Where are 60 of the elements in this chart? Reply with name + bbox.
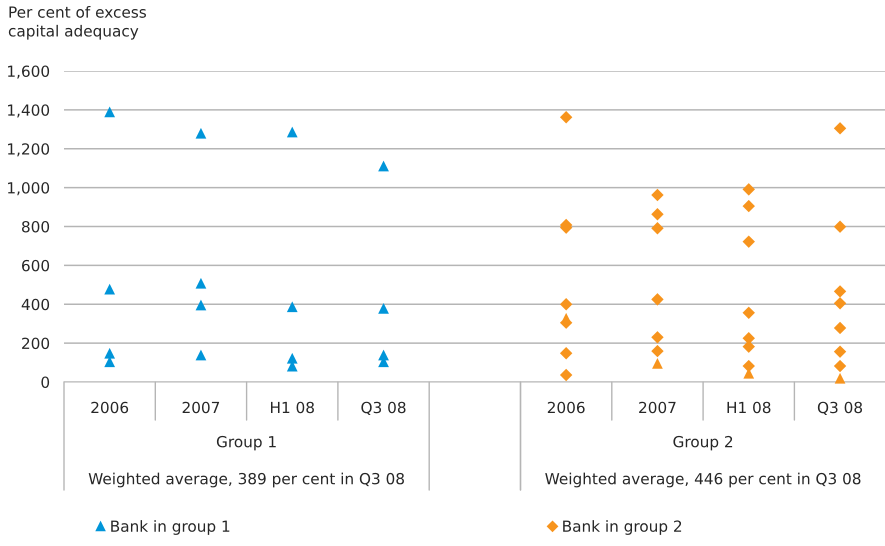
- point: [651, 222, 664, 234]
- x-tick-label: Q3 08: [818, 402, 862, 416]
- point: [651, 344, 664, 358]
- point: [651, 331, 664, 344]
- x-tick-label: 2007: [182, 402, 220, 414]
- point: [651, 208, 664, 220]
- point: [834, 122, 846, 135]
- point: [560, 312, 572, 324]
- y-tick-label: 400: [22, 298, 50, 310]
- y-tick-label: 1,600: [8, 65, 50, 79]
- text: Weighted average, 389 per cent in Q3 08: [88, 472, 404, 488]
- x-tick-label: 2006: [548, 402, 585, 414]
- point: [652, 358, 663, 369]
- point: [742, 306, 755, 320]
- point: [651, 293, 664, 306]
- point: [286, 301, 298, 312]
- point: [742, 183, 755, 196]
- y-axis-title: Per cent of excess capital adequacy: [8, 6, 146, 40]
- point: [104, 106, 116, 118]
- y-tick-label: 600: [22, 260, 50, 272]
- y-tick-label: 1,000: [8, 182, 50, 196]
- point: [104, 284, 116, 294]
- point: [378, 160, 389, 172]
- point: [104, 348, 116, 359]
- y-tick-label: 1,200: [8, 143, 50, 156]
- point: [834, 285, 846, 298]
- point: [834, 360, 846, 372]
- point: [742, 200, 755, 212]
- legend-label: Bank in group 2: [563, 520, 682, 535]
- text: Group 2: [673, 436, 732, 450]
- x-tick-label: H1 08: [270, 402, 314, 414]
- point: [378, 302, 389, 314]
- x-tick-label: 2006: [91, 402, 128, 414]
- point: [286, 126, 298, 138]
- text: Group 1: [216, 436, 276, 450]
- x-tick-label: 2007: [639, 402, 676, 414]
- y-tick-label: 1,400: [8, 104, 50, 118]
- point: [560, 368, 572, 382]
- point: [834, 297, 846, 310]
- x-tick-label: H1 08: [727, 402, 770, 414]
- point: [196, 128, 206, 139]
- text: Weighted average, 446 per cent in Q3 08: [545, 472, 860, 488]
- point: [834, 372, 846, 384]
- point: [560, 347, 572, 360]
- legend-label: Bank in group 1: [111, 520, 230, 535]
- x-tick-label: Q3 08: [361, 402, 406, 416]
- point: [196, 300, 206, 310]
- y-tick-label: 200: [22, 338, 50, 350]
- point: [196, 350, 206, 360]
- point: [196, 278, 206, 289]
- point: [742, 235, 755, 248]
- point: [834, 345, 846, 358]
- point: [742, 360, 755, 372]
- point: [560, 298, 572, 310]
- point: [560, 111, 572, 124]
- point: [651, 188, 664, 202]
- y-tick-label: 800: [22, 220, 50, 233]
- point: [834, 220, 846, 233]
- y-tick-label: 0: [41, 376, 50, 388]
- point: [834, 322, 846, 334]
